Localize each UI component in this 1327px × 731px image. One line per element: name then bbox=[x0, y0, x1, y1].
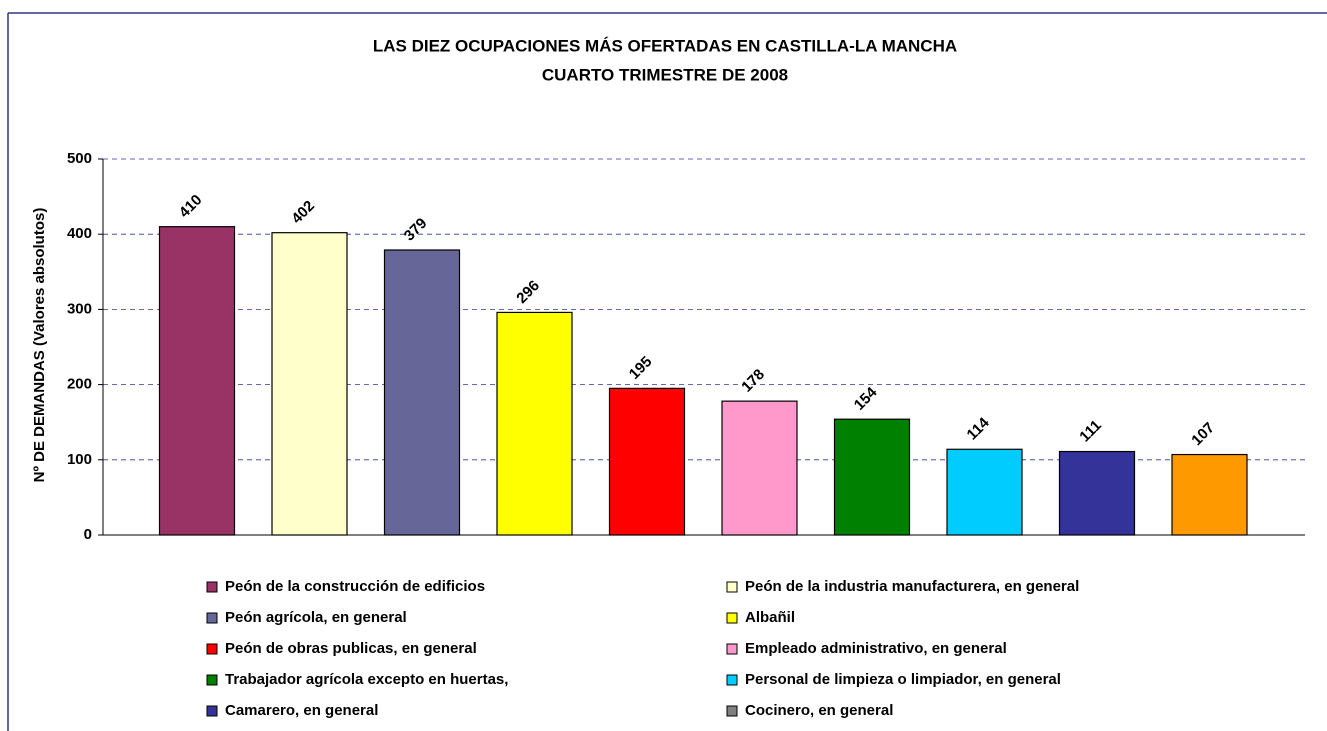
bar bbox=[721, 400, 798, 536]
data-label: 111 bbox=[1076, 417, 1105, 446]
data-label: 178 bbox=[738, 366, 768, 396]
legend-swatch bbox=[726, 643, 738, 655]
bar bbox=[946, 448, 1023, 536]
bar bbox=[383, 249, 461, 536]
data-label: 296 bbox=[513, 277, 543, 307]
legend-swatch bbox=[206, 705, 218, 717]
bar bbox=[271, 232, 348, 536]
legend-swatch bbox=[726, 581, 738, 593]
chart-subtitle: CUARTO TRIMESTRE DE 2008 bbox=[542, 65, 788, 84]
data-label: 410 bbox=[176, 191, 206, 221]
y-tick-label: 200 bbox=[67, 376, 92, 393]
legend-label: Cocinero, en general bbox=[745, 702, 893, 719]
y-tick-label: 0 bbox=[84, 526, 92, 543]
legend-label: Camarero, en general bbox=[225, 702, 378, 719]
legend-swatch bbox=[206, 643, 218, 655]
legend-label: Empleado administrativo, en general bbox=[745, 640, 1007, 657]
bar bbox=[1171, 453, 1248, 536]
legend-swatch bbox=[206, 674, 218, 686]
legend-swatch bbox=[206, 612, 218, 624]
legend-label: Peón agrícola, en general bbox=[225, 609, 407, 626]
bar bbox=[833, 418, 911, 536]
y-tick-label: 400 bbox=[67, 225, 92, 242]
legend-swatch bbox=[726, 674, 738, 686]
legend-label: Personal de limpieza o limpiador, en gen… bbox=[745, 671, 1061, 688]
bar bbox=[158, 226, 236, 536]
legend-swatch bbox=[206, 581, 218, 593]
bar bbox=[1058, 450, 1136, 536]
data-label: 402 bbox=[288, 197, 318, 227]
y-axis-label: Nº DE DEMANDAS (Valores absolutos) bbox=[31, 208, 48, 483]
chart-title: LAS DIEZ OCUPACIONES MÁS OFERTADAS EN CA… bbox=[373, 36, 957, 55]
legend-label: Peón de la construcción de edificios bbox=[225, 578, 485, 595]
data-label: 114 bbox=[964, 414, 994, 444]
bar bbox=[608, 387, 686, 536]
y-tick-label: 100 bbox=[67, 451, 92, 468]
legend-swatch bbox=[726, 612, 738, 624]
legend-swatch bbox=[726, 705, 738, 717]
bar bbox=[496, 311, 573, 536]
data-label: 195 bbox=[626, 353, 656, 383]
data-label: 379 bbox=[401, 215, 431, 245]
legend-label: Albañil bbox=[745, 609, 795, 626]
legend-label: Peón de la industria manufacturera, en g… bbox=[745, 578, 1079, 595]
data-label: 154 bbox=[851, 383, 881, 413]
legend-label: Trabajador agrícola excepto en huertas, bbox=[225, 671, 508, 688]
data-label: 107 bbox=[1188, 419, 1218, 449]
y-tick-label: 500 bbox=[67, 150, 92, 167]
legend-label: Peón de obras publicas, en general bbox=[225, 640, 477, 657]
y-tick-label: 300 bbox=[67, 300, 92, 317]
